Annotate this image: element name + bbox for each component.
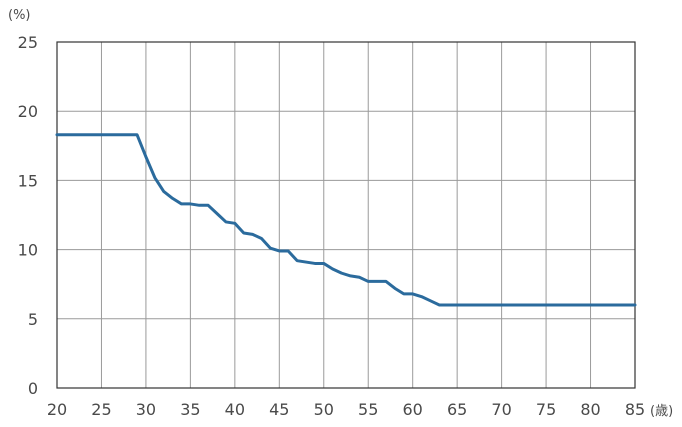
- x-tick-label: 85: [625, 400, 645, 419]
- y-tick-label: 10: [18, 241, 38, 260]
- series-layer: [55, 133, 637, 307]
- x-tick-label: 80: [580, 400, 600, 419]
- x-tick-label: 50: [314, 400, 334, 419]
- grid-layer: [57, 42, 635, 388]
- y-tick-label: 0: [28, 379, 38, 398]
- x-tick-label: 45: [269, 400, 289, 419]
- x-tick-label: 60: [403, 400, 423, 419]
- x-tick-label: 55: [358, 400, 378, 419]
- series-line-0: [55, 133, 637, 307]
- x-tick-label: 70: [491, 400, 511, 419]
- x-tick-label: 20: [47, 400, 67, 419]
- x-tick-label: 75: [536, 400, 556, 419]
- y-tick-label: 15: [18, 171, 38, 190]
- x-tick-label: 40: [225, 400, 245, 419]
- y-tick-label: 5: [28, 310, 38, 329]
- y-tick-label: 20: [18, 102, 38, 121]
- plot-area-border: [56, 41, 636, 389]
- x-tick-label: 65: [447, 400, 467, 419]
- x-axis-unit-label: (歳): [650, 404, 673, 419]
- x-tick-label: 35: [180, 400, 200, 419]
- x-tick-label: 25: [91, 400, 111, 419]
- y-axis-unit-label: (%): [8, 8, 31, 23]
- y-tick-label: 25: [18, 33, 38, 52]
- x-tick-label: 30: [136, 400, 156, 419]
- tick-label-layer: 20 25 30 35 40 45 50 55 60 65 70 75 80 85 0 5 10 15 20 25: [18, 33, 646, 419]
